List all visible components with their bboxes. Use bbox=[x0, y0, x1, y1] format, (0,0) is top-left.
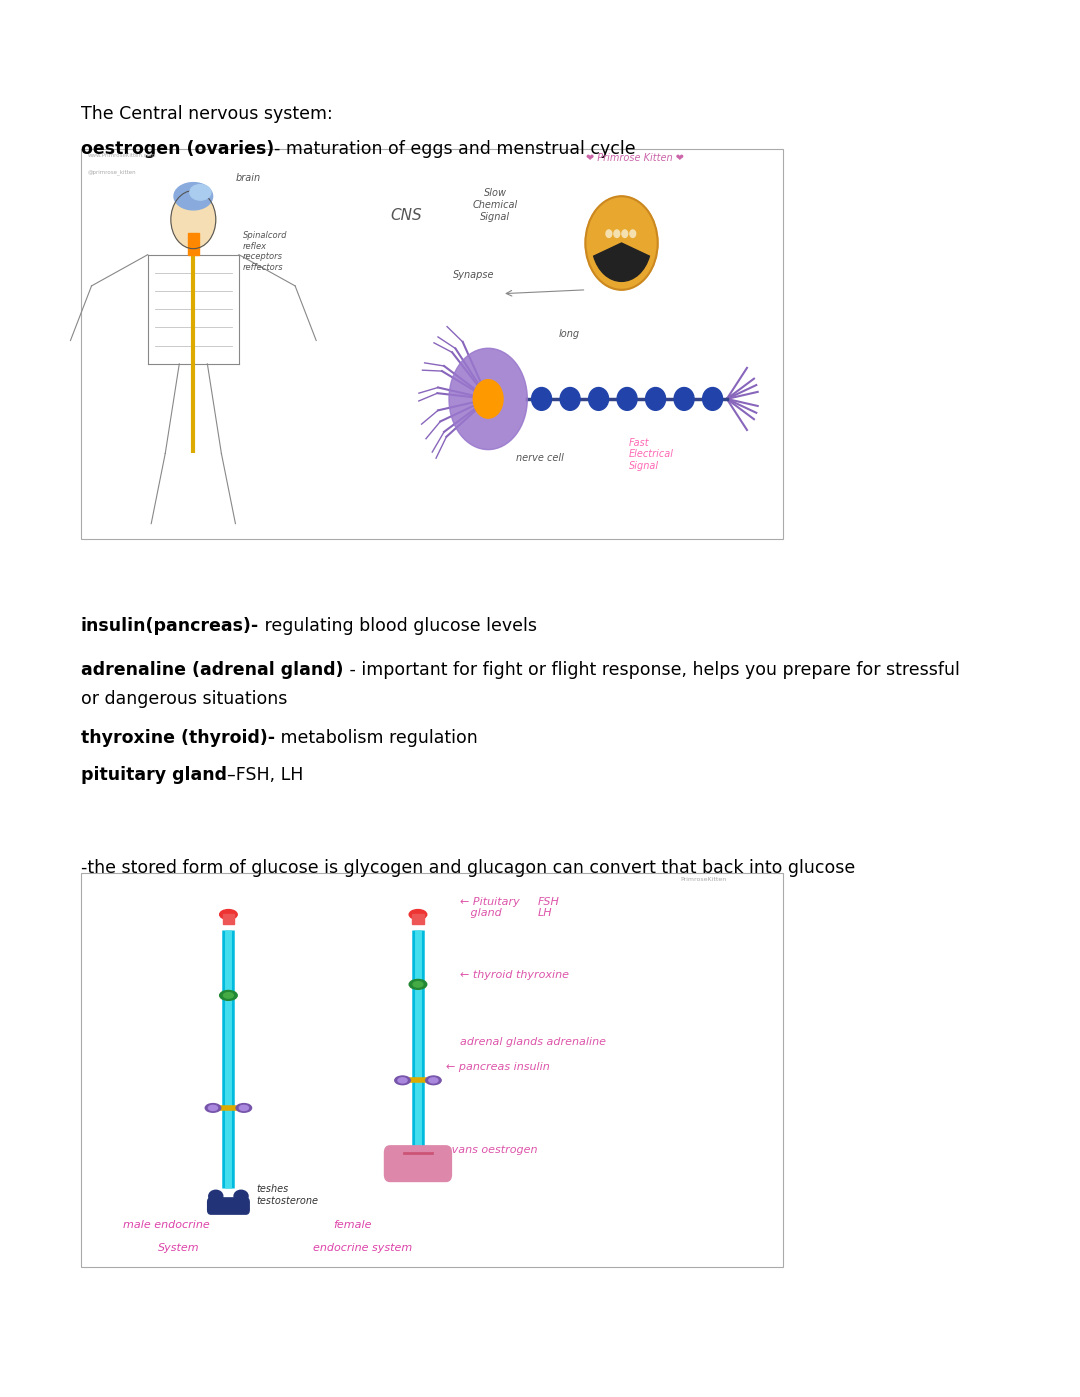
Text: PrimroseKitten: PrimroseKitten bbox=[680, 877, 727, 882]
Text: adrenal glands adrenaline: adrenal glands adrenaline bbox=[460, 1037, 606, 1046]
FancyBboxPatch shape bbox=[384, 1146, 451, 1182]
Ellipse shape bbox=[589, 387, 608, 411]
Text: www.PrimroseKitten.com: www.PrimroseKitten.com bbox=[89, 154, 157, 158]
Text: or dangerous situations: or dangerous situations bbox=[81, 690, 287, 708]
Ellipse shape bbox=[426, 1076, 441, 1084]
Ellipse shape bbox=[240, 1105, 248, 1111]
Text: nerve cell: nerve cell bbox=[516, 453, 564, 464]
Ellipse shape bbox=[409, 979, 427, 989]
Text: System: System bbox=[159, 1243, 200, 1253]
FancyBboxPatch shape bbox=[81, 149, 783, 539]
Text: adrenaline (adrenal gland): adrenaline (adrenal gland) bbox=[81, 661, 343, 679]
Ellipse shape bbox=[205, 1104, 220, 1112]
Ellipse shape bbox=[219, 990, 238, 1000]
Circle shape bbox=[613, 231, 620, 237]
Text: @primrose_kitten: @primrose_kitten bbox=[89, 169, 137, 175]
Circle shape bbox=[585, 196, 658, 289]
Text: Spinalcord
reflex
receptors
reffectors: Spinalcord reflex receptors reffectors bbox=[242, 232, 287, 271]
Ellipse shape bbox=[409, 909, 427, 919]
Text: male endocrine: male endocrine bbox=[123, 1220, 210, 1229]
Text: female: female bbox=[334, 1220, 373, 1229]
Ellipse shape bbox=[674, 387, 694, 411]
Ellipse shape bbox=[208, 1190, 222, 1201]
Text: –FSH, LH: –FSH, LH bbox=[227, 766, 303, 784]
FancyBboxPatch shape bbox=[207, 1197, 249, 1214]
Text: ← thyroid thyroxine: ← thyroid thyroxine bbox=[460, 971, 569, 981]
Ellipse shape bbox=[234, 1190, 248, 1201]
Circle shape bbox=[449, 348, 527, 450]
Ellipse shape bbox=[190, 184, 211, 200]
Text: ← ovans oestrogen: ← ovans oestrogen bbox=[432, 1144, 538, 1155]
Text: teshes
testosterone: teshes testosterone bbox=[257, 1185, 319, 1206]
Ellipse shape bbox=[646, 387, 665, 411]
FancyBboxPatch shape bbox=[188, 233, 199, 254]
Circle shape bbox=[473, 380, 503, 418]
Ellipse shape bbox=[219, 909, 238, 919]
Ellipse shape bbox=[413, 982, 423, 988]
Ellipse shape bbox=[395, 1076, 410, 1084]
Text: regulating blood glucose levels: regulating blood glucose levels bbox=[259, 617, 537, 636]
Ellipse shape bbox=[561, 387, 580, 411]
Text: ❤ Primrose Kitten ❤: ❤ Primrose Kitten ❤ bbox=[586, 154, 685, 163]
Text: endocrine system: endocrine system bbox=[313, 1243, 411, 1253]
FancyBboxPatch shape bbox=[413, 915, 423, 925]
Text: - important for fight or flight response, helps you prepare for stressful: - important for fight or flight response… bbox=[343, 661, 959, 679]
Ellipse shape bbox=[703, 387, 723, 411]
Text: thyroxine (thyroid)-: thyroxine (thyroid)- bbox=[81, 729, 275, 747]
Text: ← Pituitary
   gland: ← Pituitary gland bbox=[460, 897, 519, 918]
FancyBboxPatch shape bbox=[81, 873, 783, 1267]
Text: Fast
Electrical
Signal: Fast Electrical Signal bbox=[629, 437, 674, 471]
Text: Slow
Chemical
Signal: Slow Chemical Signal bbox=[473, 189, 517, 222]
Text: CNS: CNS bbox=[390, 208, 421, 222]
Text: ← pancreas insulin: ← pancreas insulin bbox=[446, 1063, 550, 1073]
Text: The Central nervous system:: The Central nervous system: bbox=[81, 105, 333, 123]
FancyBboxPatch shape bbox=[222, 915, 234, 925]
Text: brain: brain bbox=[235, 173, 260, 183]
Ellipse shape bbox=[224, 993, 233, 999]
Text: - maturation of eggs and menstrual cycle: - maturation of eggs and menstrual cycle bbox=[274, 140, 636, 158]
Wedge shape bbox=[594, 243, 649, 281]
Ellipse shape bbox=[531, 387, 552, 411]
Text: long: long bbox=[558, 328, 580, 338]
Ellipse shape bbox=[429, 1077, 438, 1083]
Ellipse shape bbox=[397, 1077, 407, 1083]
Text: Synapse: Synapse bbox=[454, 270, 495, 281]
Ellipse shape bbox=[237, 1104, 252, 1112]
Ellipse shape bbox=[617, 387, 637, 411]
Text: -the stored form of glucose is glycogen and glucagon can convert that back into : -the stored form of glucose is glycogen … bbox=[81, 859, 855, 877]
Text: oestrogen (ovaries): oestrogen (ovaries) bbox=[81, 140, 274, 158]
Circle shape bbox=[606, 231, 611, 237]
Text: metabolism regulation: metabolism regulation bbox=[275, 729, 477, 747]
Ellipse shape bbox=[208, 1105, 217, 1111]
Circle shape bbox=[171, 190, 216, 249]
Circle shape bbox=[622, 231, 627, 237]
Circle shape bbox=[630, 231, 636, 237]
Ellipse shape bbox=[174, 183, 213, 210]
Text: pituitary gland: pituitary gland bbox=[81, 766, 227, 784]
Text: insulin(pancreas)-: insulin(pancreas)- bbox=[81, 617, 259, 636]
Text: FSH
LH: FSH LH bbox=[538, 897, 559, 918]
